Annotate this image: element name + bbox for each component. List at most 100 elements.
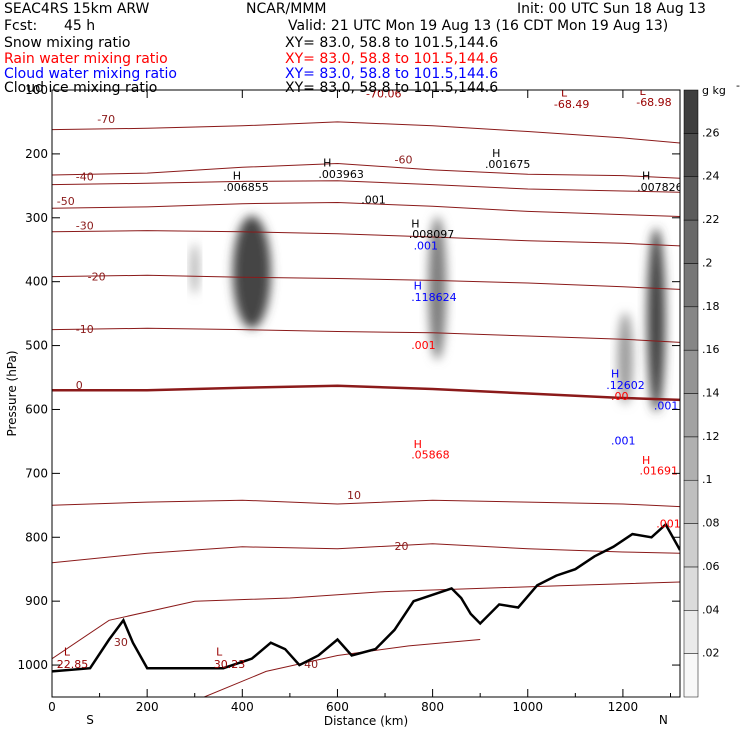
x-axis-label: Distance (km): [324, 714, 408, 728]
y-tick-label-6: 700: [25, 466, 48, 480]
isotherm-label-2: -50: [57, 195, 75, 208]
colorbar-tick-label-7: .16: [702, 343, 720, 356]
isotherm-8: [52, 499, 680, 508]
annotation-7: -68.49: [554, 98, 589, 111]
plot-frame: [51, 89, 681, 698]
annotation-15: H: [492, 147, 500, 160]
field-snow-name: Snow mixing ratio: [4, 35, 131, 51]
annotation-0: L: [64, 645, 71, 658]
colorbar-swatch-3: [683, 523, 699, 568]
annotation-18: .007826: [637, 181, 683, 194]
y-tick-label-5: 600: [25, 402, 48, 416]
annotation-32: H: [642, 454, 650, 467]
plot-area: -70-60-50-40-30-20-10010203040L22.85L30.…: [52, 77, 683, 697]
annotation-23: .118624: [411, 291, 457, 304]
annotation-1: 22.85: [57, 658, 89, 671]
terrain-line: [52, 522, 680, 673]
annotation-33: .01691: [640, 465, 679, 478]
y-tick-label-8: 900: [25, 594, 48, 608]
annotation-10: H: [233, 169, 241, 182]
annotation-4: L: [373, 77, 380, 90]
colorbar-unit: g kg: [702, 84, 726, 97]
colorbar-swatch-12: [683, 133, 699, 177]
x-tick-label-0: 0: [48, 700, 56, 714]
isotherm-5: [52, 274, 680, 290]
org-label: NCAR/MMM: [246, 1, 327, 17]
y-axis-label: Pressure (hPa): [5, 350, 19, 436]
isotherm-label-10: 30: [114, 636, 128, 649]
annotation-3: 30.23: [214, 658, 246, 671]
colorbar-tick-label-2: .06: [702, 560, 720, 573]
field-snow-xy: XY= 83.0, 58.8 to 101.5,144.6: [285, 35, 499, 51]
y-tick-label-3: 400: [25, 275, 48, 289]
fcst-label: Fcst:: [4, 18, 38, 34]
colorbar-swatch-7: [683, 349, 699, 394]
annotation-20: .008097: [409, 228, 455, 241]
colorbar-tick-label-12: .26: [702, 126, 720, 139]
annotation-21: .001: [414, 240, 439, 253]
colorbar-swatch-6: [683, 393, 699, 438]
colorbar-tick-label-11: .24: [702, 170, 720, 183]
field-rain-name: Rain water mixing ratio: [4, 51, 168, 67]
annotation-29: .001: [611, 435, 636, 448]
x-tick-label-3: 600: [326, 700, 349, 714]
annotation-22: H: [414, 279, 422, 292]
isotherm-label-9: 20: [395, 540, 409, 553]
isotherm-6: [52, 327, 680, 343]
colorbar-tick-label-5: .12: [702, 430, 720, 443]
x-end-label-south: S: [86, 713, 94, 727]
colorbar-swatch-10: [683, 219, 699, 264]
field-cloudice-xy: XY= 83.0, 58.8 to 101.5,144.6: [285, 80, 499, 96]
colorbar-tick-label-1: .04: [702, 603, 720, 616]
colorbar: .02 .04 .06 .08 .1 .12 .14 .16 .18 .2 .22 .24 .26 g k…: [683, 79, 740, 698]
isotherm-10: [52, 581, 680, 660]
isotherm-label-8: 10: [347, 489, 361, 502]
annotation-16: .001675: [485, 158, 531, 171]
colorbar-swatch-0: [683, 653, 699, 698]
field-rain-xy: XY= 83.0, 58.8 to 101.5,144.6: [285, 51, 499, 67]
y-tick-label-7: 800: [25, 530, 48, 544]
fcst-value: 45 h: [64, 18, 96, 34]
colorbar-swatch-5: [683, 436, 699, 481]
colorbar-unit-exponent: -1: [736, 79, 740, 92]
colorbar-swatch-4: [683, 479, 699, 524]
colorbar-swatch-8: [683, 306, 699, 351]
colorbar-swatch-9: [683, 263, 699, 308]
x-tick-label-6: 1200: [608, 700, 639, 714]
x-tick-label-2: 400: [231, 700, 254, 714]
isotherm-4: [52, 230, 680, 247]
annotation-28: .001: [654, 399, 679, 412]
snow-shading-4: [647, 228, 666, 413]
y-tick-label-1: 200: [25, 147, 48, 161]
x-tick-label-4: 800: [421, 700, 444, 714]
x-end-label-north: N: [659, 713, 668, 727]
valid-time: Valid: 21 UTC Mon 19 Aug 13 (16 CDT Mon …: [288, 18, 669, 34]
annotation-25: H: [611, 368, 619, 381]
isotherm-label-4: -30: [76, 219, 94, 232]
model-title: SEAC4RS 15km ARW: [4, 1, 150, 17]
init-time: Init: 00 UTC Sun 18 Aug 13: [517, 1, 706, 17]
axes: 0 200 400 600 800 1000 1200 S N Distance (km) 100 2…: [5, 83, 680, 728]
isotherm-2: [52, 201, 680, 217]
annotation-11: .006855: [223, 181, 268, 194]
annotation-12: H: [323, 157, 331, 170]
colorbar-swatch-11: [683, 176, 699, 221]
colorbar-tick-label-3: .08: [702, 517, 720, 530]
annotation-30: H: [414, 438, 422, 451]
annotation-14: .001: [361, 194, 386, 207]
colorbar-tick-label-10: .22: [702, 213, 720, 226]
snow-shading-0: [190, 243, 199, 295]
annotation-13: .003963: [318, 168, 364, 181]
x-tick-label-5: 1000: [512, 700, 543, 714]
annotation-27: .00: [611, 390, 629, 403]
colorbar-swatch-13: [683, 89, 699, 134]
isotherm-label-3: -40: [76, 171, 94, 184]
annotation-5: -70.06: [366, 88, 401, 101]
isotherm-label-5: -20: [88, 270, 106, 283]
isotherm-label-1: -60: [395, 153, 413, 166]
snow-shading-2: [428, 216, 447, 360]
annotation-26: .12602: [606, 379, 645, 392]
y-tick-label-0: 100: [25, 83, 48, 97]
isotherm-9: [52, 543, 680, 564]
